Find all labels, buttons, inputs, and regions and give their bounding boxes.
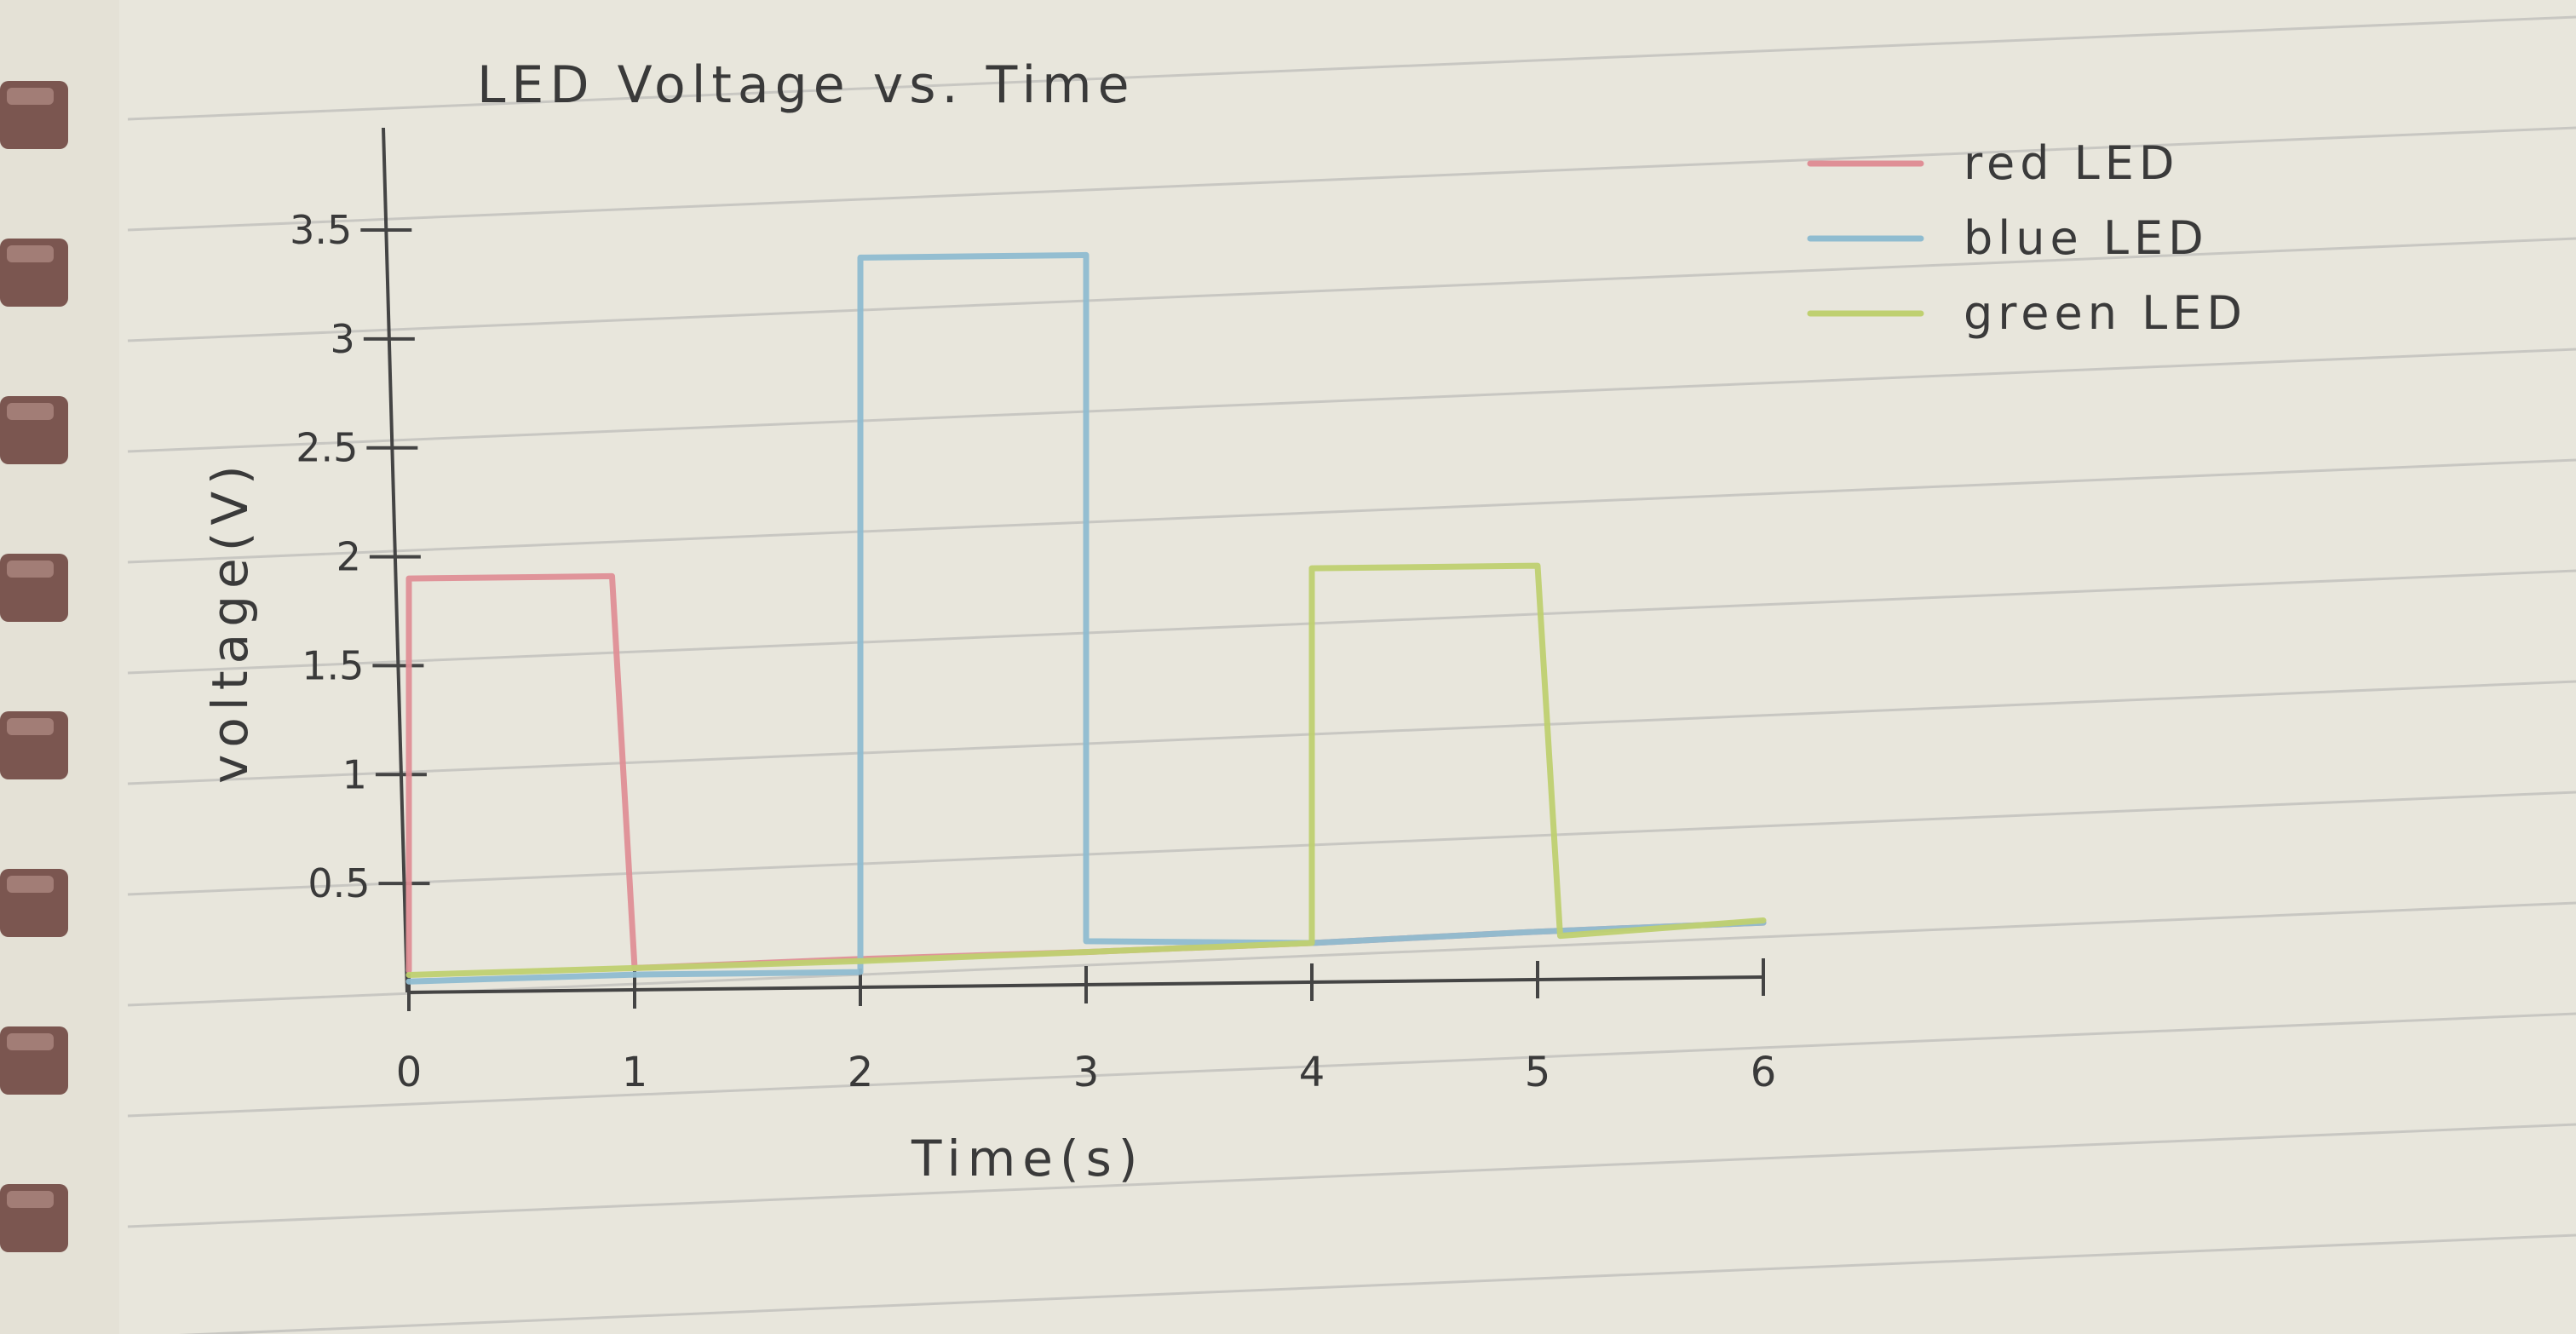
ruled-line <box>127 348 2576 453</box>
ruled-line <box>178 1233 2576 1334</box>
x-axis-ticks: 0 1 2 3 4 5 6 <box>396 958 1777 1096</box>
series-layer <box>405 251 1767 985</box>
ruled-line <box>127 1012 2576 1118</box>
ruled-line <box>127 1123 2576 1228</box>
y-axis-line <box>382 127 409 993</box>
spiral-ring-highlight <box>7 245 54 262</box>
spiral-ring-highlight <box>7 403 54 420</box>
spiral-ring-highlight <box>7 718 54 735</box>
y-axis-label: voltage(V) <box>201 458 259 784</box>
x-tick-label: 0 <box>396 1049 423 1096</box>
legend-label-red-led: red LED <box>1964 136 2179 190</box>
y-tick-label: 0.5 <box>308 860 370 906</box>
legend-label-green-led: green LED <box>1964 286 2247 340</box>
ruled-line <box>127 15 2576 121</box>
ruled-line <box>127 901 2576 1007</box>
ruled-line <box>127 458 2576 564</box>
spiral-ring-highlight <box>7 1191 54 1208</box>
x-axis-label: Time(s) <box>911 1130 1144 1187</box>
legend-label-blue-led: blue LED <box>1964 211 2209 265</box>
legend: red LED blue LED green LED <box>1807 136 2247 340</box>
y-tick-label: 2.5 <box>296 425 358 471</box>
ruled-line <box>127 569 2576 675</box>
ruled-line <box>127 237 2576 342</box>
series-green-led <box>405 562 1767 978</box>
y-tick-label: 3 <box>331 316 355 362</box>
y-tick-label: 3.5 <box>290 207 352 253</box>
x-tick-label: 2 <box>848 1049 874 1096</box>
spiral-ring-highlight <box>7 561 54 578</box>
x-tick-label: 5 <box>1525 1049 1551 1096</box>
x-tick-label: 3 <box>1073 1049 1100 1096</box>
spiral-ring-highlight <box>7 88 54 105</box>
ruled-line <box>127 791 2576 896</box>
y-axis-ticks: 0.5 1 1.5 2 2.5 3 3.5 <box>290 207 430 906</box>
y-tick-label: 2 <box>336 534 361 580</box>
series-blue-led <box>405 251 1767 985</box>
ruled-line <box>127 680 2576 785</box>
ruled-line <box>127 126 2576 232</box>
spiral-ring-highlight <box>7 876 54 893</box>
y-tick-label: 1.5 <box>302 642 364 688</box>
x-tick-label: 6 <box>1751 1049 1777 1096</box>
x-tick-label: 4 <box>1299 1049 1325 1096</box>
chart-title: LED Voltage vs. Time <box>477 55 1136 115</box>
x-tick-label: 1 <box>622 1049 648 1096</box>
y-tick-label: 1 <box>342 751 367 797</box>
spiral-ring-highlight <box>7 1033 54 1050</box>
